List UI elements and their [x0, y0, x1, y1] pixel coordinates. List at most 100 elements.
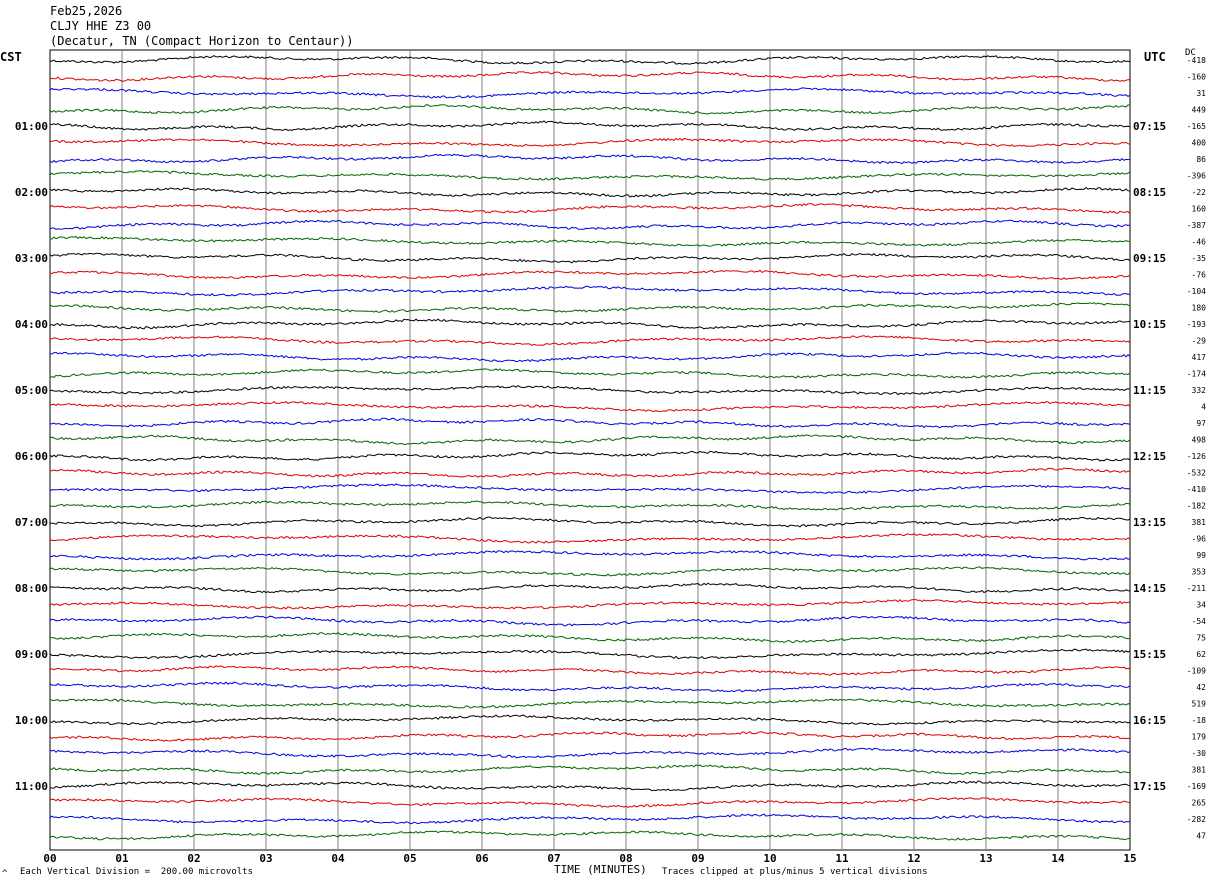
x-tick-label: 00	[43, 852, 56, 865]
trace-46	[49, 797, 1131, 808]
trace-4	[49, 104, 1131, 115]
left-time-label: 03:00	[15, 252, 48, 265]
trace-6	[49, 137, 1131, 148]
trace-45	[49, 780, 1131, 792]
dc-offset-30: -96	[1192, 535, 1207, 544]
left-time-label: 07:00	[15, 516, 48, 529]
trace-11	[49, 219, 1131, 230]
x-tick-label: 06	[475, 852, 489, 865]
trace-14	[49, 269, 1131, 280]
dc-offset-5: -165	[1187, 122, 1206, 131]
left-time-label: 08:00	[15, 582, 48, 595]
dc-offset-45: -169	[1187, 782, 1206, 791]
trace-25	[49, 450, 1131, 462]
dc-offset-7: 86	[1196, 155, 1206, 164]
trace-12	[49, 235, 1130, 247]
dc-offset-36: 75	[1196, 634, 1206, 643]
trace-34	[49, 598, 1131, 610]
dc-offset-16: 180	[1192, 304, 1207, 313]
left-axis-label: CST	[0, 50, 22, 64]
dc-offset-20: -174	[1187, 370, 1206, 379]
dc-offset-22: 4	[1201, 403, 1206, 412]
left-time-label: 05:00	[15, 384, 48, 397]
dc-offset-35: -54	[1192, 617, 1207, 626]
dc-offset-21: 332	[1192, 386, 1207, 395]
trace-7	[49, 153, 1131, 165]
dc-offset-24: 498	[1192, 436, 1207, 445]
trace-39	[49, 681, 1131, 693]
dc-offset-9: -22	[1192, 188, 1207, 197]
dc-offset-4: 449	[1192, 106, 1207, 115]
trace-29	[49, 516, 1131, 528]
dc-offset-14: -76	[1192, 271, 1207, 280]
trace-42	[49, 731, 1131, 742]
right-time-label: 11:15	[1133, 384, 1166, 397]
x-tick-label: 05	[403, 852, 416, 865]
x-tick-label: 02	[187, 852, 200, 865]
dc-offset-33: -211	[1187, 584, 1206, 593]
right-time-label: 12:15	[1133, 450, 1166, 463]
x-tick-label: 03	[259, 852, 272, 865]
x-tick-label: 09	[691, 852, 704, 865]
scale-note: Each Vertical Division = 200.00 microvol…	[20, 867, 253, 877]
dc-offset-44: 381	[1192, 766, 1207, 775]
left-time-label: 09:00	[15, 648, 48, 661]
trace-3	[49, 87, 1131, 99]
x-tick-label: 14	[1051, 852, 1065, 865]
x-tick-label: 04	[331, 852, 345, 865]
trace-35	[49, 615, 1131, 627]
dc-offset-23: 97	[1196, 419, 1206, 428]
dc-offset-48: 47	[1196, 832, 1206, 841]
right-time-label: 08:15	[1133, 186, 1166, 199]
dc-offset-17: -193	[1187, 320, 1206, 329]
dc-offset-38: -109	[1187, 667, 1206, 676]
trace-36	[50, 631, 1131, 644]
dc-offset-12: -46	[1192, 238, 1207, 247]
header-location: (Decatur, TN (Compact Horizon to Centaur…	[50, 34, 354, 48]
dc-offset-13: -35	[1192, 254, 1207, 263]
trace-21	[49, 384, 1131, 396]
right-axis-label: UTC	[1144, 50, 1166, 64]
dc-offset-43: -30	[1192, 749, 1207, 758]
trace-19	[49, 351, 1131, 363]
x-axis-label: TIME (MINUTES)	[554, 863, 647, 876]
x-tick-label: 12	[907, 852, 920, 865]
right-time-label: 09:15	[1133, 252, 1166, 265]
trace-30	[49, 533, 1131, 544]
trace-41	[49, 714, 1131, 726]
trace-2	[49, 71, 1131, 82]
dc-offset-46: 265	[1192, 799, 1207, 808]
dc-offset-26: -532	[1187, 469, 1206, 478]
dc-offset-28: -182	[1187, 502, 1206, 511]
dc-offset-47: -282	[1187, 815, 1206, 824]
dc-offset-2: -160	[1187, 73, 1206, 82]
trace-47	[49, 813, 1131, 825]
dc-offset-29: 381	[1192, 518, 1207, 527]
x-tick-label: 10	[763, 852, 776, 865]
corner-mark: ^	[2, 869, 8, 879]
trace-13	[49, 252, 1131, 264]
dc-offset-10: 160	[1192, 205, 1207, 214]
trace-37	[49, 648, 1131, 660]
trace-24	[49, 434, 1131, 445]
trace-20	[49, 368, 1131, 379]
x-tick-label: 07	[547, 852, 560, 865]
dc-offset-15: -104	[1187, 287, 1206, 296]
trace-18	[49, 334, 1131, 346]
dc-offset-8: -396	[1187, 172, 1206, 181]
left-time-label: 01:00	[15, 120, 48, 133]
dc-offset-18: -29	[1192, 337, 1207, 346]
dc-offset-1: -418	[1187, 56, 1206, 65]
dc-label: DC	[1185, 48, 1196, 58]
x-tick-label: 13	[979, 852, 992, 865]
trace-15	[50, 285, 1131, 297]
clip-note: Traces clipped at plus/minus 5 vertical …	[662, 867, 928, 877]
dc-offset-6: 400	[1192, 139, 1207, 148]
trace-48	[49, 830, 1131, 841]
plot-frame	[49, 49, 1131, 851]
left-time-label: 11:00	[15, 780, 48, 793]
trace-1	[50, 55, 1131, 65]
trace-8	[49, 170, 1131, 181]
trace-22	[49, 400, 1131, 413]
